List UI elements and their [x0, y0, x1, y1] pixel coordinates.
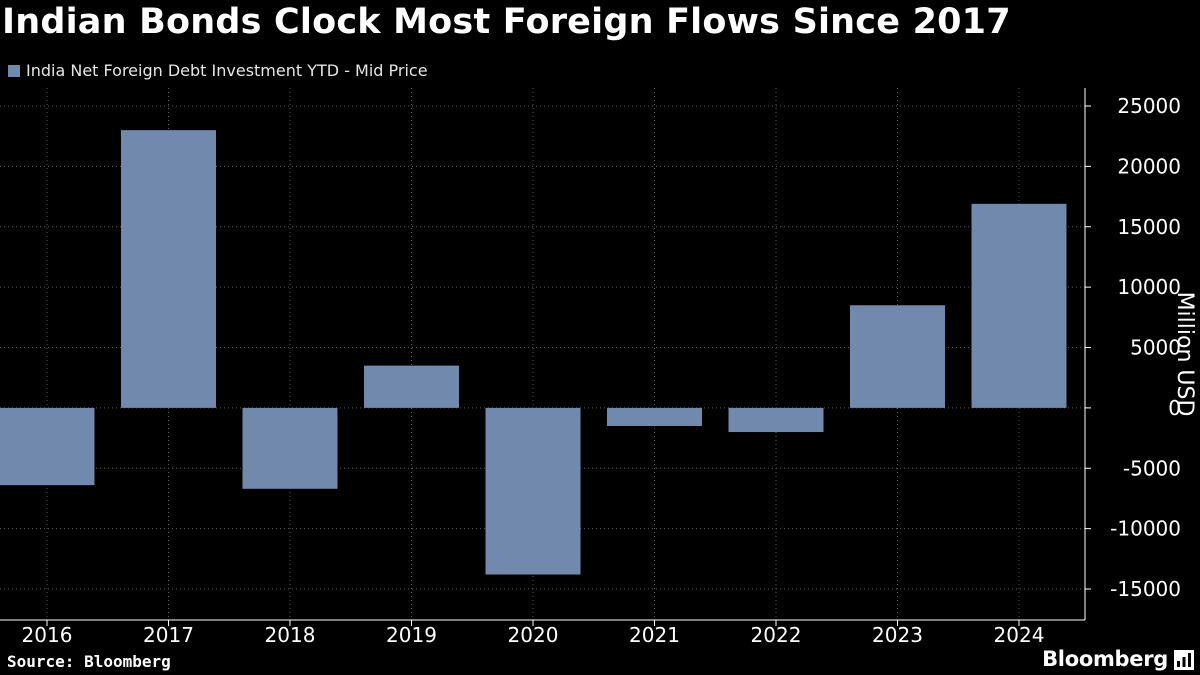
y-tick-label: -15000	[1110, 577, 1181, 601]
x-tick-label: 2016	[22, 623, 73, 647]
x-tick-label: 2020	[508, 623, 559, 647]
bar	[242, 407, 338, 489]
y-tick-label: -10000	[1110, 517, 1181, 541]
bar	[485, 407, 581, 575]
bar	[728, 407, 824, 433]
y-axis-label: Million USD	[1172, 292, 1197, 417]
bloomberg-terminal-icon	[1174, 650, 1194, 670]
legend: India Net Foreign Debt Investment YTD - …	[8, 61, 428, 80]
x-tick-label: 2018	[265, 623, 316, 647]
source-note: Source: Bloomberg	[7, 652, 171, 671]
x-tick-label: 2017	[143, 623, 194, 647]
y-tick-label: -5000	[1123, 456, 1181, 480]
x-tick-label: 2022	[751, 623, 802, 647]
y-tick-label: 0	[1168, 396, 1181, 420]
y-tick-label: 5000	[1130, 336, 1181, 360]
y-tick-label: 20000	[1117, 154, 1181, 178]
bar	[850, 305, 945, 408]
legend-label: India Net Foreign Debt Investment YTD - …	[26, 61, 428, 80]
legend-swatch	[8, 64, 20, 77]
y-tick-label: 15000	[1117, 215, 1181, 239]
y-tick-label: 25000	[1117, 94, 1181, 118]
x-tick-label: 2019	[386, 623, 437, 647]
y-tick-label: 10000	[1117, 275, 1181, 299]
bar	[607, 407, 702, 426]
x-tick-label: 2024	[994, 623, 1045, 647]
x-tick-label: 2023	[872, 623, 923, 647]
bar	[971, 203, 1067, 408]
bar	[364, 365, 459, 408]
bar	[121, 130, 216, 408]
x-tick-label: 2021	[629, 623, 680, 647]
chart-title: Indian Bonds Clock Most Foreign Flows Si…	[2, 2, 1011, 42]
bar	[0, 407, 95, 486]
brand-logo: Bloomberg	[1042, 647, 1168, 671]
